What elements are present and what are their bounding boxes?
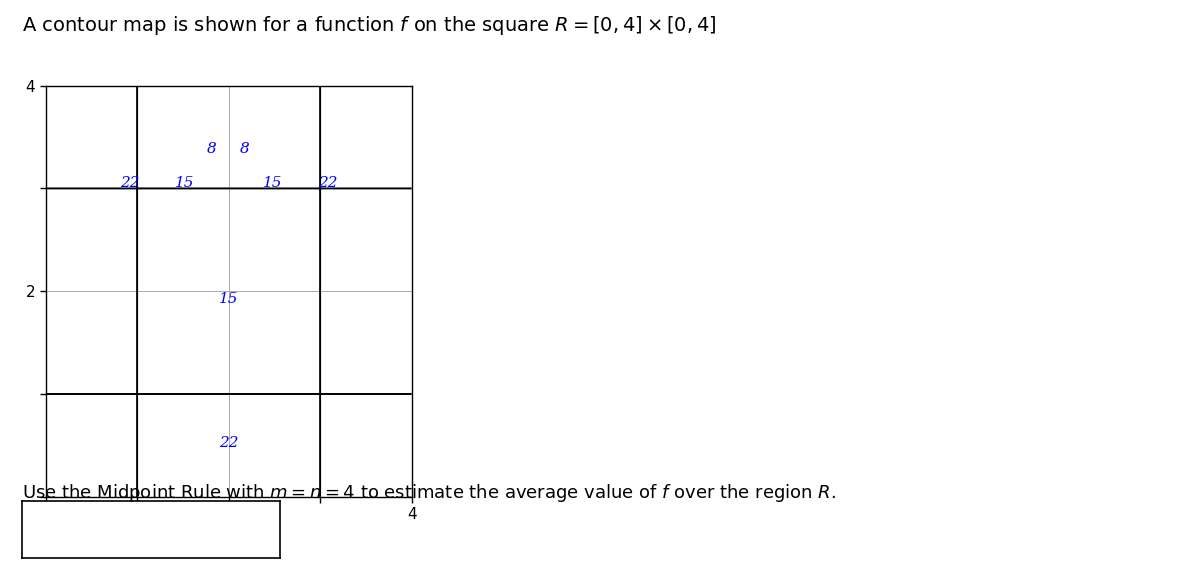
Text: Use the Midpoint Rule with $m = n = 4$ to estimate the average value of $f$ over: Use the Midpoint Rule with $m = n = 4$ t…	[22, 482, 835, 505]
Text: 22: 22	[318, 176, 337, 190]
Text: 22: 22	[120, 176, 139, 190]
Text: 15: 15	[263, 176, 282, 190]
Text: 15: 15	[175, 176, 194, 190]
Text: 8: 8	[240, 142, 250, 156]
Text: 8: 8	[208, 142, 217, 156]
Text: 22: 22	[218, 436, 239, 451]
Text: 15: 15	[218, 292, 239, 307]
Text: A contour map is shown for a function $f$ on the square $R = [0, 4] \times [0, 4: A contour map is shown for a function $f…	[22, 14, 716, 37]
